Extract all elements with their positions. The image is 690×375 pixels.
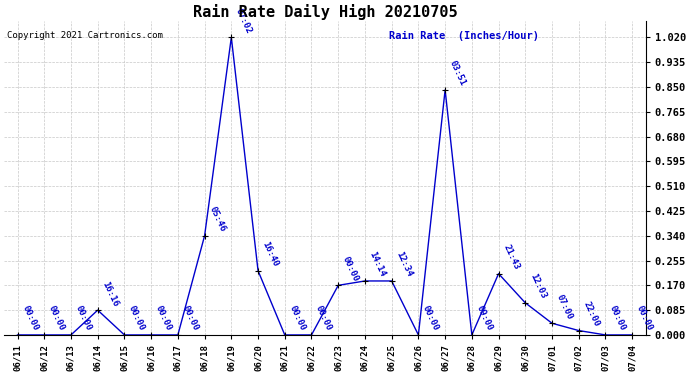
Title: Rain Rate Daily High 20210705: Rain Rate Daily High 20210705	[193, 4, 457, 20]
Text: 07:02: 07:02	[234, 7, 253, 35]
Text: 00:00: 00:00	[154, 304, 173, 333]
Text: 12:03: 12:03	[528, 272, 547, 300]
Text: 21:43: 21:43	[501, 243, 521, 272]
Text: 00:00: 00:00	[288, 304, 307, 333]
Text: 00:00: 00:00	[74, 304, 93, 333]
Text: 00:00: 00:00	[341, 255, 360, 283]
Text: 09:00: 09:00	[475, 304, 494, 333]
Text: 00:00: 00:00	[608, 304, 628, 333]
Text: 16:16: 16:16	[100, 280, 120, 308]
Text: 00:00: 00:00	[635, 304, 654, 333]
Text: 22:00: 22:00	[582, 300, 601, 328]
Text: Copyright 2021 Cartronics.com: Copyright 2021 Cartronics.com	[8, 31, 164, 40]
Text: 05:46: 05:46	[207, 205, 227, 233]
Text: 12:34: 12:34	[395, 251, 414, 279]
Text: Rain Rate  (Inches/Hour): Rain Rate (Inches/Hour)	[389, 31, 539, 41]
Text: 07:00: 07:00	[555, 293, 574, 321]
Text: 14:14: 14:14	[368, 251, 387, 279]
Text: 03:51: 03:51	[448, 59, 467, 87]
Text: 00:00: 00:00	[314, 304, 334, 333]
Text: 00:00: 00:00	[127, 304, 146, 333]
Text: 00:00: 00:00	[47, 304, 66, 333]
Text: 00:00: 00:00	[421, 304, 441, 333]
Text: 00:00: 00:00	[181, 304, 200, 333]
Text: 16:40: 16:40	[261, 240, 280, 268]
Text: 00:00: 00:00	[20, 304, 40, 333]
